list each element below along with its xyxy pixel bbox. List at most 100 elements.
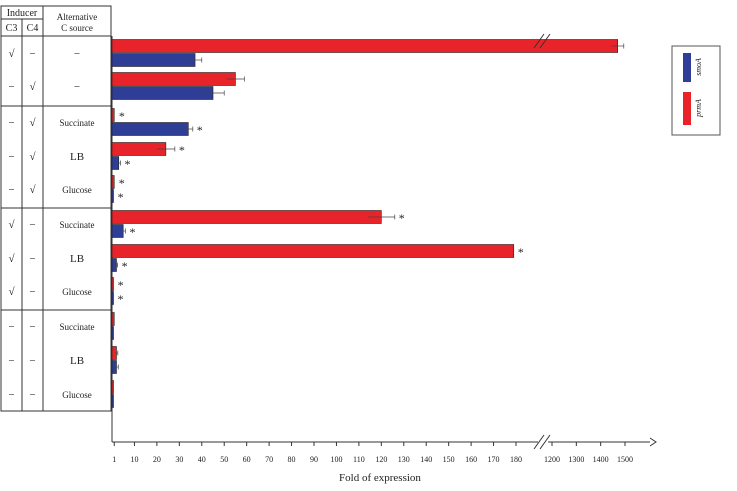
x-tick-label: 10	[130, 455, 138, 464]
x-tick-label: 80	[288, 455, 296, 464]
x-tick-label: 1200	[544, 455, 560, 464]
legend-label-prma: prmA	[694, 99, 703, 118]
significance-star-smoa: *	[118, 292, 124, 306]
legend-swatch-prma	[683, 92, 691, 125]
table-cell-c4: −	[29, 389, 35, 401]
x-tick-label: 160	[465, 455, 477, 464]
significance-star-prma: *	[119, 176, 125, 190]
header-alt-source-line2: C source	[61, 23, 93, 33]
x-axis-title: Fold of expression	[339, 472, 421, 484]
table-cell-c3: √	[8, 286, 15, 298]
plot-area: 1 10 20 30 40 50 60 70 80 90 100 110 120 130 140 150 160…	[111, 33, 657, 484]
significance-star-smoa: *	[129, 225, 135, 239]
table-row: √ − Succinate	[8, 219, 94, 231]
bar-prma	[111, 108, 115, 122]
bar-smoa	[111, 189, 114, 203]
table-rows: √ − − − √ − − √ Succinate − √ LB − √ Glucose √ − Succinat…	[8, 48, 94, 401]
header-c4: C4	[27, 23, 39, 34]
x-axis-arrow	[649, 437, 657, 447]
condition-table: Inducer C3 C4 Alternative C source √ − −− √…	[0, 5, 112, 412]
table-cell-c4: √	[29, 117, 36, 129]
bar-smoa	[111, 291, 114, 305]
legend-swatch-smoa	[683, 53, 691, 82]
x-tick-label: 1300	[568, 455, 584, 464]
table-cell-c4: √	[29, 151, 36, 163]
significance-star-prma: *	[399, 211, 405, 225]
bar-smoa	[111, 53, 196, 67]
bar-smoa	[111, 326, 114, 340]
x-tick-label: 90	[310, 455, 318, 464]
x-tick-label: 30	[175, 455, 183, 464]
table-cell-c3: √	[8, 219, 15, 231]
significance-star-smoa: *	[197, 123, 203, 137]
x-tick-label: 20	[153, 455, 161, 464]
table-cell-alt-source: −	[74, 81, 80, 93]
significance-star-smoa: *	[125, 157, 131, 171]
significance-star-prma: *	[179, 143, 185, 157]
bar-prma	[111, 380, 114, 394]
table-row: − − Glucose	[8, 389, 91, 401]
x-tick-label: 140	[420, 455, 432, 464]
table-row: − √ Succinate	[8, 117, 94, 129]
x-tick-label: 60	[243, 455, 251, 464]
bar-prma	[111, 210, 382, 224]
table-cell-c3: −	[8, 117, 14, 129]
table-row: − − Succinate	[8, 321, 94, 333]
legend: smoA prmA	[671, 45, 721, 136]
table-row: √ − Glucose	[8, 286, 91, 298]
table-cell-alt-source: LB	[70, 253, 84, 265]
header-inducer: Inducer	[7, 8, 38, 19]
table-cell-alt-source: LB	[70, 151, 84, 163]
significance-star-smoa: *	[122, 259, 128, 273]
table-cell-c4: −	[29, 321, 35, 333]
x-tick-label: 110	[353, 455, 365, 464]
x-tick-label: 70	[265, 455, 273, 464]
x-axis-break-mark-2	[539, 434, 551, 450]
significance-star-prma: *	[119, 109, 125, 123]
x-tick-label: 1500	[617, 455, 633, 464]
x-tick-label: 1	[112, 455, 116, 464]
x-ticks: 1 10 20 30 40 50 60 70 80 90 100 110 120 130 140 150 160…	[112, 442, 633, 464]
table-cell-c4: √	[29, 184, 36, 196]
x-tick-label: 120	[375, 455, 387, 464]
bar-prma	[111, 175, 115, 189]
table-cell-alt-source: Succinate	[60, 118, 95, 128]
x-tick-label: 170	[488, 455, 500, 464]
table-cell-alt-source: Succinate	[60, 220, 95, 230]
table-cell-alt-source: Succinate	[60, 322, 95, 332]
bar-prma	[111, 72, 236, 86]
table-cell-c4: −	[29, 219, 35, 231]
x-tick-label: 130	[398, 455, 410, 464]
table-cell-c3: −	[8, 81, 14, 93]
table-cell-alt-source: LB	[70, 355, 84, 367]
table-cell-alt-source: Glucose	[62, 390, 92, 400]
legend-frame	[671, 45, 721, 136]
table-cell-alt-source: Glucose	[62, 185, 92, 195]
significance-star-prma: *	[118, 278, 124, 292]
table-cell-c4: √	[29, 81, 36, 93]
x-tick-label: 150	[443, 455, 455, 464]
table-cell-c3: √	[8, 253, 15, 265]
header-c3: C3	[6, 23, 18, 34]
table-row: − − LB	[8, 355, 84, 367]
significance-star-smoa: *	[118, 190, 124, 204]
legend-label-smoa: smoA	[694, 58, 703, 76]
x-tick-label: 1400	[593, 455, 609, 464]
table-cell-c4: −	[29, 48, 35, 60]
x-tick-label: 100	[330, 455, 342, 464]
table-cell-c3: √	[8, 48, 15, 60]
significance-star-prma: *	[518, 245, 524, 259]
table-cell-alt-source: −	[74, 48, 80, 60]
x-tick-label: 50	[220, 455, 228, 464]
table-row: − √ Glucose	[8, 184, 91, 196]
table-cell-c3: −	[8, 321, 14, 333]
bar-smoa	[111, 86, 214, 100]
table-cell-c3: −	[8, 151, 14, 163]
table-cell-c4: −	[29, 286, 35, 298]
bar-smoa	[111, 394, 114, 408]
table-row: √ − −	[8, 48, 80, 60]
table-cell-alt-source: Glucose	[62, 287, 92, 297]
table-cell-c3: −	[8, 355, 14, 367]
header-alt-source-line1: Alternative	[57, 12, 97, 22]
